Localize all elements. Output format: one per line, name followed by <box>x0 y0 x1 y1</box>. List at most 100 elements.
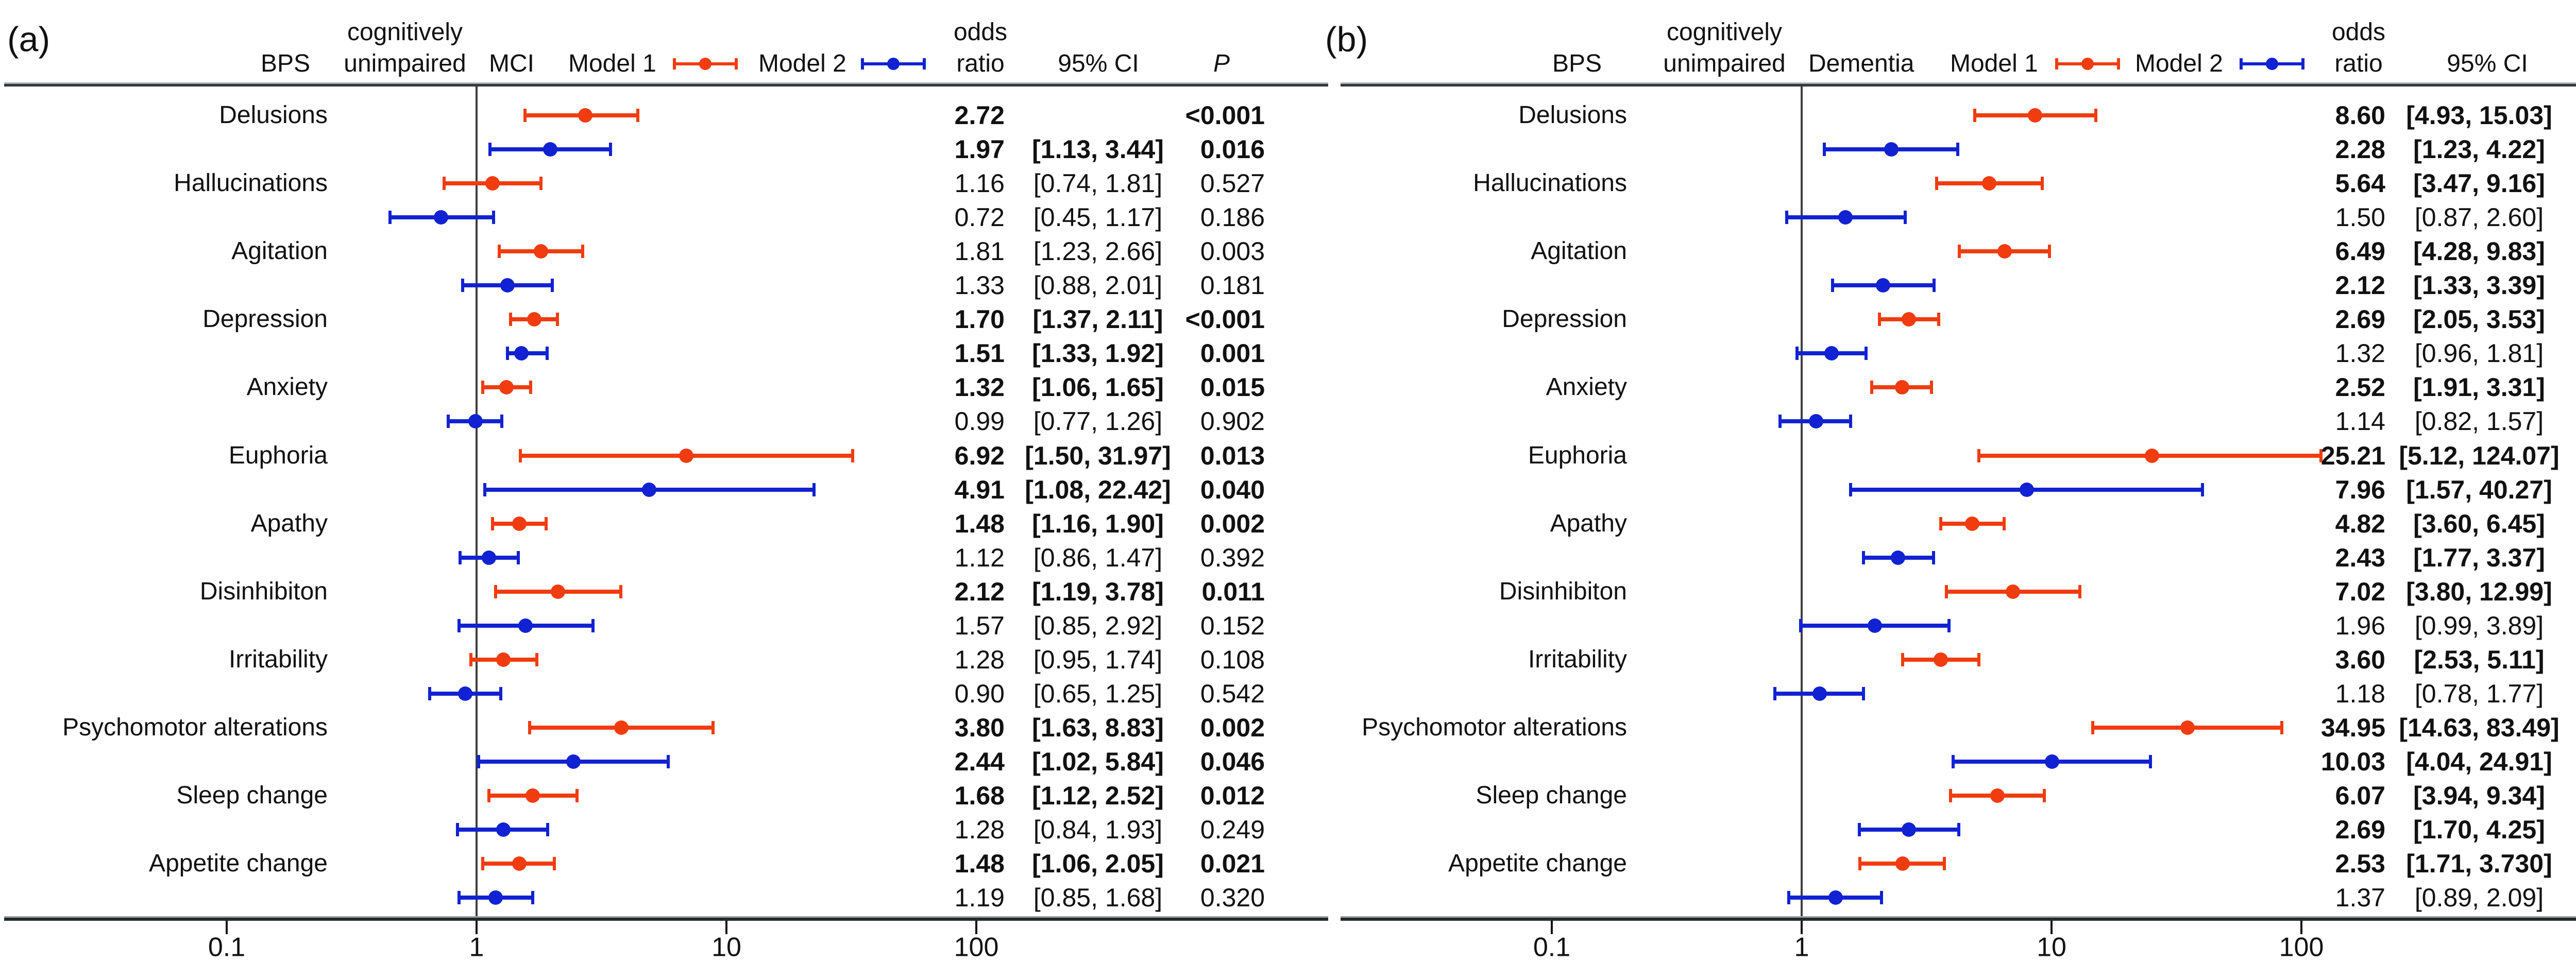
p-value: <0.001 <box>2300 850 2576 878</box>
legend-model1-marker-dot <box>2081 58 2094 70</box>
ci-value: [0.45, 1.17] <box>1033 202 1163 232</box>
p-value: 0.021 <box>1200 849 1265 878</box>
p-value: <0.001 <box>1185 100 1265 130</box>
ci-cap-left-model2 <box>1857 823 1861 837</box>
or-dot-model1 <box>614 720 629 735</box>
or-dot-model2 <box>514 346 529 361</box>
ci-value: [1.63, 8.83] <box>1032 713 1164 742</box>
col-header-group: Dementia <box>1808 49 1914 77</box>
or-dot-model1 <box>2006 584 2021 599</box>
or-dot-model1 <box>485 176 500 191</box>
or-value: 2.44 <box>954 747 1005 776</box>
p-value: <0.001 <box>2300 748 2576 776</box>
ci-cap-right-model2 <box>1864 347 1868 360</box>
row-label: Irritability <box>1528 645 1627 673</box>
ci-value: [4.93, 15.03] <box>2406 100 2552 130</box>
or-dot-model1 <box>2028 108 2043 123</box>
ci-cap-left-model2 <box>457 618 461 632</box>
header-rule-light <box>1341 82 2576 84</box>
or-value: 4.91 <box>954 475 1005 504</box>
legend-model2-marker-cap-left <box>861 58 864 70</box>
or-value: 2.69 <box>2335 305 2385 334</box>
or-value: 1.14 <box>2335 407 2385 436</box>
or-dot-model1 <box>496 652 511 667</box>
reference-line <box>1801 87 1803 916</box>
ci-cap-right-model1 <box>1977 652 1980 666</box>
row-label: Delusions <box>1518 101 1627 129</box>
or-value: 1.51 <box>954 339 1005 368</box>
legend-model2-label: Model 2 <box>2135 49 2223 77</box>
p-value: 0.002 <box>1200 713 1265 742</box>
ci-cap-left-model1 <box>1973 109 1977 122</box>
p-value: 0.320 <box>1200 883 1265 912</box>
or-value: 1.32 <box>2335 339 2385 368</box>
col-header-unimpaired: unimpaired <box>344 49 466 77</box>
row-label: Appetite change <box>1448 849 1627 877</box>
ci-value: [0.99, 3.89] <box>2414 611 2544 640</box>
ci-value: [1.06, 2.05] <box>1032 849 1164 878</box>
p-value: 0.054 <box>2300 612 2576 640</box>
axis-tick <box>975 921 977 934</box>
axis-tick-label: 0.1 <box>208 932 246 962</box>
ci-cap-right-model2 <box>812 483 816 496</box>
or-value: 7.96 <box>2335 475 2385 504</box>
ci-cap-right-model2 <box>1957 823 1960 837</box>
or-dot-model1 <box>2180 720 2195 735</box>
ci-cap-right-model2 <box>1931 551 1935 564</box>
ci-cap-left-model2 <box>1785 211 1788 225</box>
ci-cap-right-model1 <box>851 449 854 462</box>
ci-value: [3.80, 12.99] <box>2406 577 2552 606</box>
ci-value: [0.85, 1.68] <box>1033 883 1163 912</box>
p-value: <0.001 <box>2300 782 2576 810</box>
ci-value: [4.04, 24.91] <box>2406 747 2552 776</box>
row-label: Apathy <box>1550 509 1627 537</box>
or-dot-model2 <box>1876 278 1891 293</box>
ci-cap-right-model2 <box>1862 686 1866 700</box>
ci-value: [1.06, 1.65] <box>1032 373 1164 402</box>
or-value: 25.21 <box>2320 441 2385 470</box>
ci-cap-left-model1 <box>497 245 501 259</box>
ci-value: [0.88, 2.01] <box>1033 271 1163 300</box>
ci-cap-left-model2 <box>446 415 450 428</box>
axis-tick <box>2050 921 2053 934</box>
or-dot-model1 <box>1997 244 2012 259</box>
ci-cap-left-model2 <box>388 211 392 225</box>
p-value: <0.001 <box>2300 714 2576 742</box>
ci-cap-left-model2 <box>506 347 510 360</box>
or-dot-model1 <box>1990 788 2005 803</box>
ci-cap-right-model2 <box>546 823 550 837</box>
ci-value: [1.37, 2.11] <box>1032 305 1163 334</box>
ci-cap-left-model1 <box>1939 517 1942 530</box>
ci-cap-left-model2 <box>428 686 432 700</box>
or-dot-model1 <box>1894 380 1909 395</box>
p-value: <0.001 <box>1185 305 1265 334</box>
or-dot-model2 <box>496 822 511 837</box>
ci-cap-left-model1 <box>519 449 522 462</box>
reference-line <box>476 87 478 916</box>
or-dot-model1 <box>512 516 527 531</box>
col-header-unimpaired: unimpaired <box>1663 49 1786 77</box>
or-dot-model1 <box>1902 312 1917 327</box>
or-value: 1.48 <box>954 849 1005 878</box>
ci-cap-right-model1 <box>535 652 538 666</box>
or-value: 34.95 <box>2320 713 2385 742</box>
col-header-cognitively: cognitively <box>347 18 463 46</box>
ci-value: [0.84, 1.93] <box>1033 815 1163 844</box>
p-value: <0.001 <box>2300 170 2576 197</box>
ci-cap-right-model2 <box>591 618 595 632</box>
ci-cap-left-model2 <box>459 551 462 564</box>
ci-cap-right-model1 <box>2048 245 2052 259</box>
ci-value: [3.94, 9.34] <box>2413 781 2545 810</box>
or-value: 3.60 <box>2335 645 2385 674</box>
or-dot-model2 <box>2019 482 2034 497</box>
ci-cap-right-model1 <box>556 313 560 326</box>
row-label: Psychomotor alterations <box>62 713 328 741</box>
ci-cap-right-model2 <box>2149 754 2153 768</box>
p-value: 0.149 <box>2300 204 2576 231</box>
ci-cap-left-model1 <box>1878 313 1882 326</box>
p-value: <0.001 <box>2300 646 2576 674</box>
ci-cap-left-model1 <box>1901 652 1904 666</box>
legend-model1-marker-cap-left <box>2055 58 2058 70</box>
p-value: 0.016 <box>1200 134 1265 164</box>
